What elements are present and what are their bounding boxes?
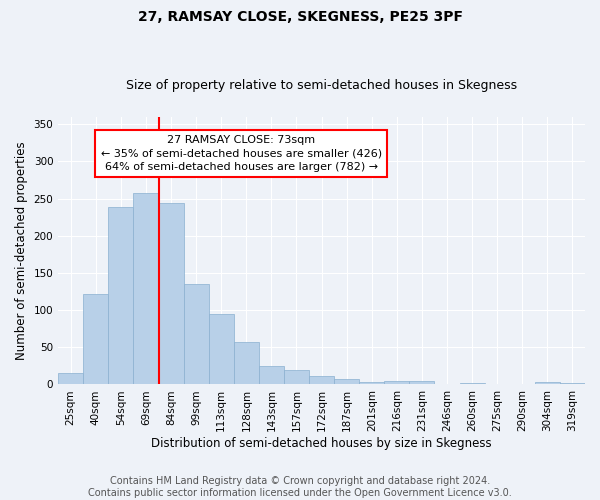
Bar: [385, 382, 409, 384]
Text: 27 RAMSAY CLOSE: 73sqm
← 35% of semi-detached houses are smaller (426)
64% of se: 27 RAMSAY CLOSE: 73sqm ← 35% of semi-det…: [101, 136, 382, 172]
Bar: [234, 342, 259, 384]
Bar: [109, 208, 133, 384]
Text: Contains HM Land Registry data © Crown copyright and database right 2024.
Contai: Contains HM Land Registry data © Crown c…: [88, 476, 512, 498]
Bar: [359, 382, 385, 384]
Title: Size of property relative to semi-detached houses in Skegness: Size of property relative to semi-detach…: [126, 79, 517, 92]
Text: 27, RAMSAY CLOSE, SKEGNESS, PE25 3PF: 27, RAMSAY CLOSE, SKEGNESS, PE25 3PF: [137, 10, 463, 24]
Bar: [284, 370, 309, 384]
Bar: [259, 366, 284, 384]
Bar: [409, 382, 434, 384]
Bar: [309, 376, 334, 384]
Bar: [58, 374, 83, 384]
Bar: [460, 383, 485, 384]
Bar: [83, 294, 109, 384]
Bar: [209, 314, 234, 384]
Bar: [334, 380, 359, 384]
Bar: [184, 284, 209, 384]
Bar: [560, 383, 585, 384]
X-axis label: Distribution of semi-detached houses by size in Skegness: Distribution of semi-detached houses by …: [151, 437, 492, 450]
Y-axis label: Number of semi-detached properties: Number of semi-detached properties: [15, 142, 28, 360]
Bar: [535, 382, 560, 384]
Bar: [158, 203, 184, 384]
Bar: [133, 192, 158, 384]
